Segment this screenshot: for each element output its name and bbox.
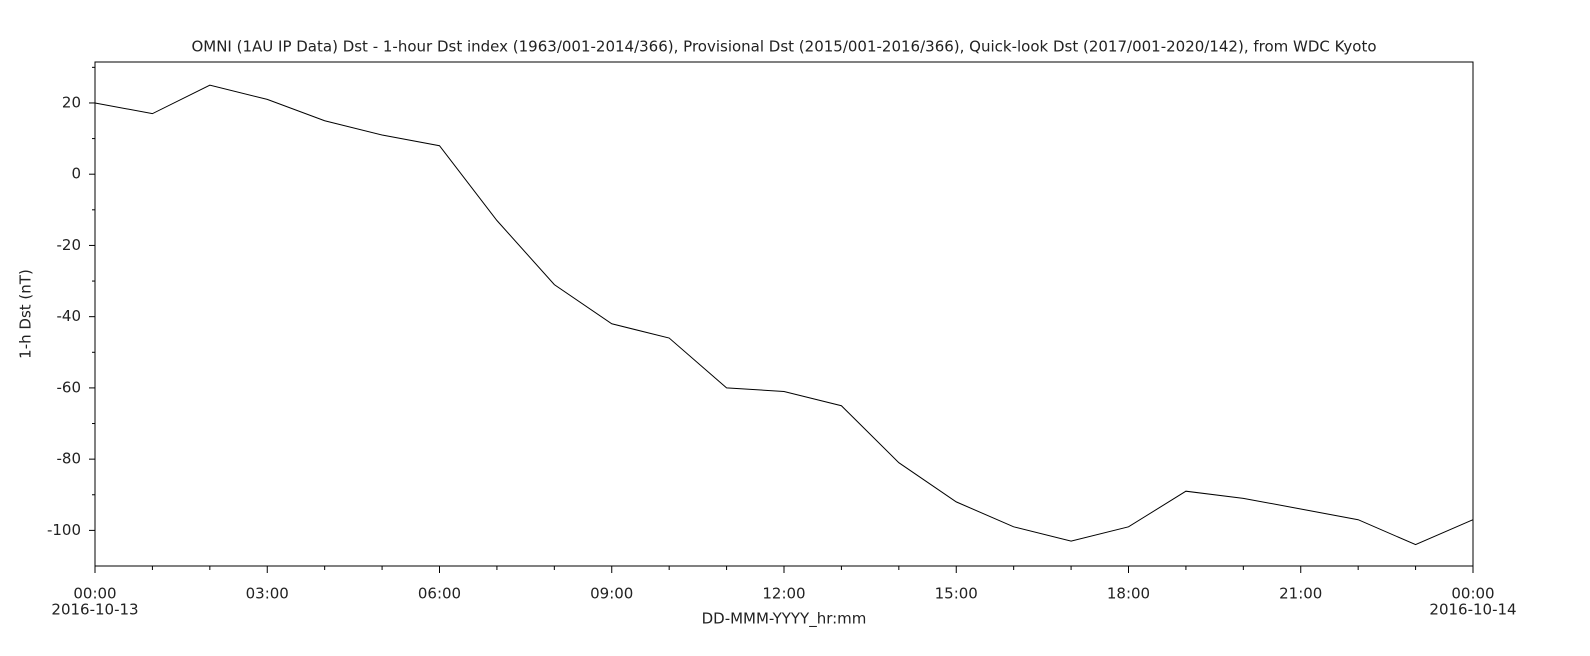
x-tick-label: 12:00 xyxy=(762,585,805,603)
x-date-label: 2016-10-14 xyxy=(1429,601,1516,619)
y-tick-label: 0 xyxy=(71,165,81,183)
y-tick-label: -40 xyxy=(57,307,82,325)
dst-line xyxy=(94,84,1474,546)
x-tick-label: 21:00 xyxy=(1279,585,1322,603)
x-tick-label: 15:00 xyxy=(935,585,978,603)
x-tick-label: 00:00 xyxy=(73,585,116,603)
y-tick-label: -20 xyxy=(57,236,82,254)
y-tick-label: -60 xyxy=(57,378,82,396)
x-tick-label: 00:00 xyxy=(1451,585,1494,603)
x-tick-label: 03:00 xyxy=(246,585,289,603)
y-tick-label: -100 xyxy=(47,521,81,539)
x-tick-label: 18:00 xyxy=(1107,585,1150,603)
plot-frame xyxy=(94,61,1474,567)
x-tick-label: 06:00 xyxy=(418,585,461,603)
chart-title: OMNI (1AU IP Data) Dst - 1-hour Dst inde… xyxy=(191,38,1376,56)
x-tick-label: 09:00 xyxy=(590,585,633,603)
y-tick-label: -80 xyxy=(57,450,82,468)
y-tick-label: 20 xyxy=(62,93,81,111)
x-date-label: 2016-10-13 xyxy=(51,601,138,619)
y-axis-label: 1-h Dst (nT) xyxy=(17,269,35,359)
x-axis-label: DD-MMM-YYYY_hr:mm xyxy=(702,610,867,629)
